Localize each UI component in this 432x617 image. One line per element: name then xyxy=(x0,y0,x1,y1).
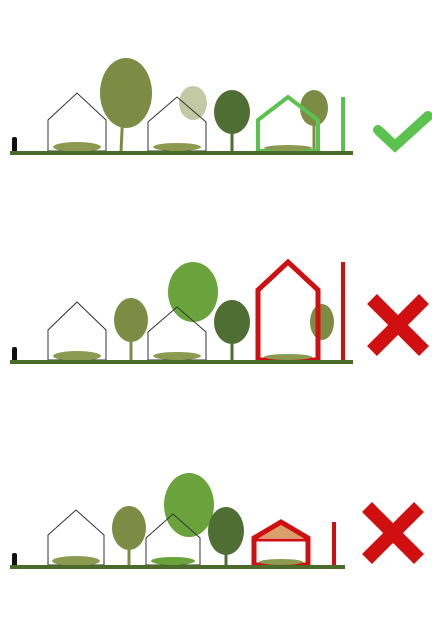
shrub xyxy=(264,145,312,151)
checkmark xyxy=(373,111,432,153)
tree xyxy=(164,473,214,537)
panel-3 xyxy=(10,473,424,569)
tree xyxy=(100,58,152,128)
marker xyxy=(12,553,17,567)
shrub xyxy=(151,557,195,565)
marker xyxy=(12,137,17,153)
roof-fill xyxy=(254,522,308,538)
tree xyxy=(214,90,250,134)
tree xyxy=(114,298,148,342)
tree xyxy=(300,90,328,126)
shrub xyxy=(264,354,312,360)
tree xyxy=(310,304,334,340)
cross-stroke xyxy=(367,294,429,356)
cross xyxy=(362,502,424,564)
shrub xyxy=(259,559,303,565)
tree xyxy=(168,262,218,322)
shrub xyxy=(153,143,201,151)
tree xyxy=(179,86,207,120)
marker xyxy=(12,347,17,362)
tree xyxy=(112,506,146,550)
panel-2 xyxy=(10,258,429,364)
tree xyxy=(214,300,250,344)
shrub xyxy=(52,556,100,566)
shrub xyxy=(53,351,101,361)
tree xyxy=(208,507,244,555)
cross-stroke xyxy=(362,502,424,564)
cross xyxy=(367,294,429,356)
shrub xyxy=(153,352,201,360)
shrub xyxy=(53,142,101,152)
panel-1 xyxy=(10,58,432,155)
